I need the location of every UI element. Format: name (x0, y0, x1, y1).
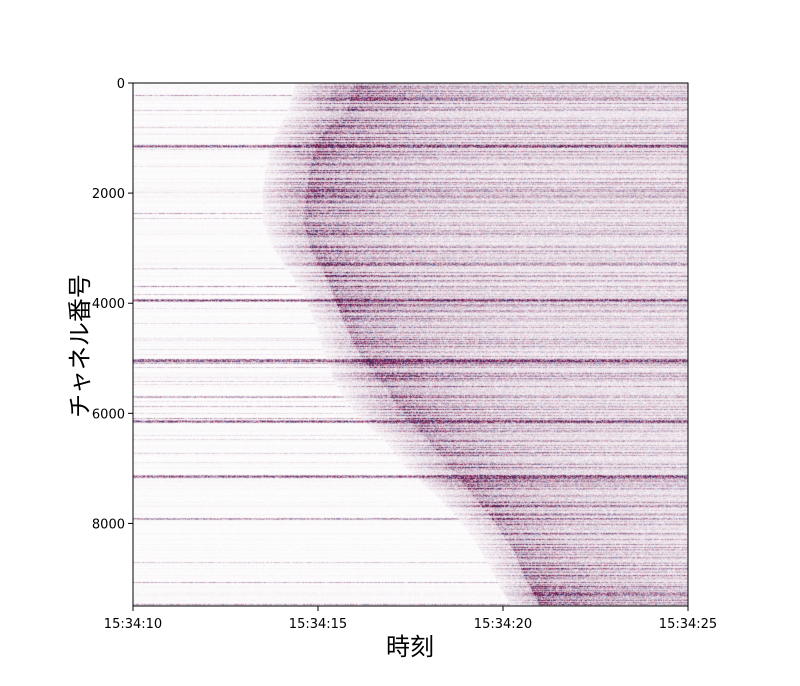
plot-frame (132, 82, 689, 607)
y-tick-label: 0 (117, 77, 125, 92)
y-tick-label: 2000 (92, 187, 125, 202)
y-tick-label: 4000 (92, 297, 125, 312)
x-tick-label: 15:34:15 (289, 617, 347, 632)
x-tick-label: 15:34:20 (474, 617, 532, 632)
x-tick-label: 15:34:10 (104, 617, 162, 632)
heatmap-image (133, 83, 688, 606)
y-tick-label: 8000 (92, 517, 125, 532)
x-axis: 15:34:10 15:34:15 15:34:20 15:34:25 (104, 606, 717, 632)
x-tick-label: 15:34:25 (659, 617, 717, 632)
y-axis-title: チャネル番号 (66, 274, 94, 418)
y-axis: 0 2000 4000 6000 8000 (92, 77, 133, 532)
plot-area (132, 82, 689, 607)
heatmap-image-frame (133, 83, 688, 606)
x-axis-title: 時刻 (386, 633, 434, 661)
y-tick-label: 6000 (92, 407, 125, 422)
